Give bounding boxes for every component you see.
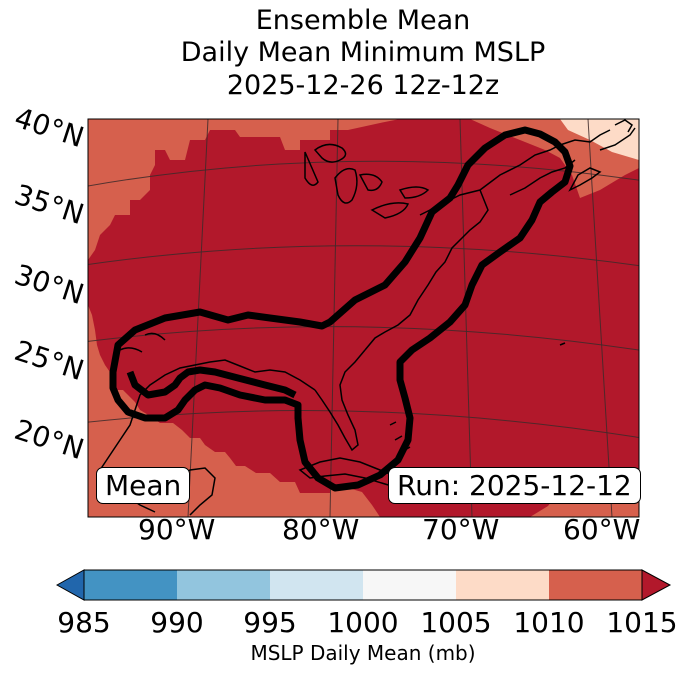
run-label-box: Run: 2025-12-12 [388, 467, 641, 504]
mslp-field-below-1010 [88, 119, 639, 517]
colorbar-segment [177, 570, 271, 600]
lon-label-80w: 80°W [282, 513, 360, 546]
title-line-3: 2025-12-26 12z-12z [226, 70, 500, 101]
colorbar-tick-label: 1000 [327, 606, 399, 639]
colorbar-segment [270, 570, 364, 600]
title-line-1: Ensemble Mean [255, 5, 471, 36]
latitude-grid [88, 160, 639, 439]
mean-label-box: Mean [96, 467, 191, 504]
colorbar-segment [549, 570, 643, 600]
colorbar-segment [84, 570, 178, 600]
map-frame [87, 118, 640, 518]
colorbar-tick-label: 995 [243, 606, 297, 639]
colorbar-segment [363, 570, 457, 600]
colorbar-under-arrow [55, 569, 85, 601]
colorbar-frame [83, 569, 643, 601]
mslp-field-1010-1015-west [88, 119, 155, 260]
colorbar-tick-label: 990 [150, 606, 204, 639]
colorbar-label: MSLP Daily Mean (mb) [250, 641, 476, 665]
colorbar-segment [456, 570, 550, 600]
lon-label-90w: 90°W [138, 513, 216, 546]
lon-label-60w: 60°W [563, 513, 641, 546]
colorbar-tick-label: 1005 [420, 606, 492, 639]
title-line-2: Daily Mean Minimum MSLP [180, 37, 546, 68]
colorbar-tick-label: 1010 [513, 606, 585, 639]
lon-label-70w: 70°W [422, 513, 500, 546]
colorbar-tick-label: 1015 [606, 606, 678, 639]
colorbar-tick-label: 985 [57, 606, 111, 639]
mslp-1010-contour [109, 126, 574, 492]
mslp-field-1005-1010 [560, 119, 639, 160]
colorbar-over-arrow [641, 569, 672, 601]
